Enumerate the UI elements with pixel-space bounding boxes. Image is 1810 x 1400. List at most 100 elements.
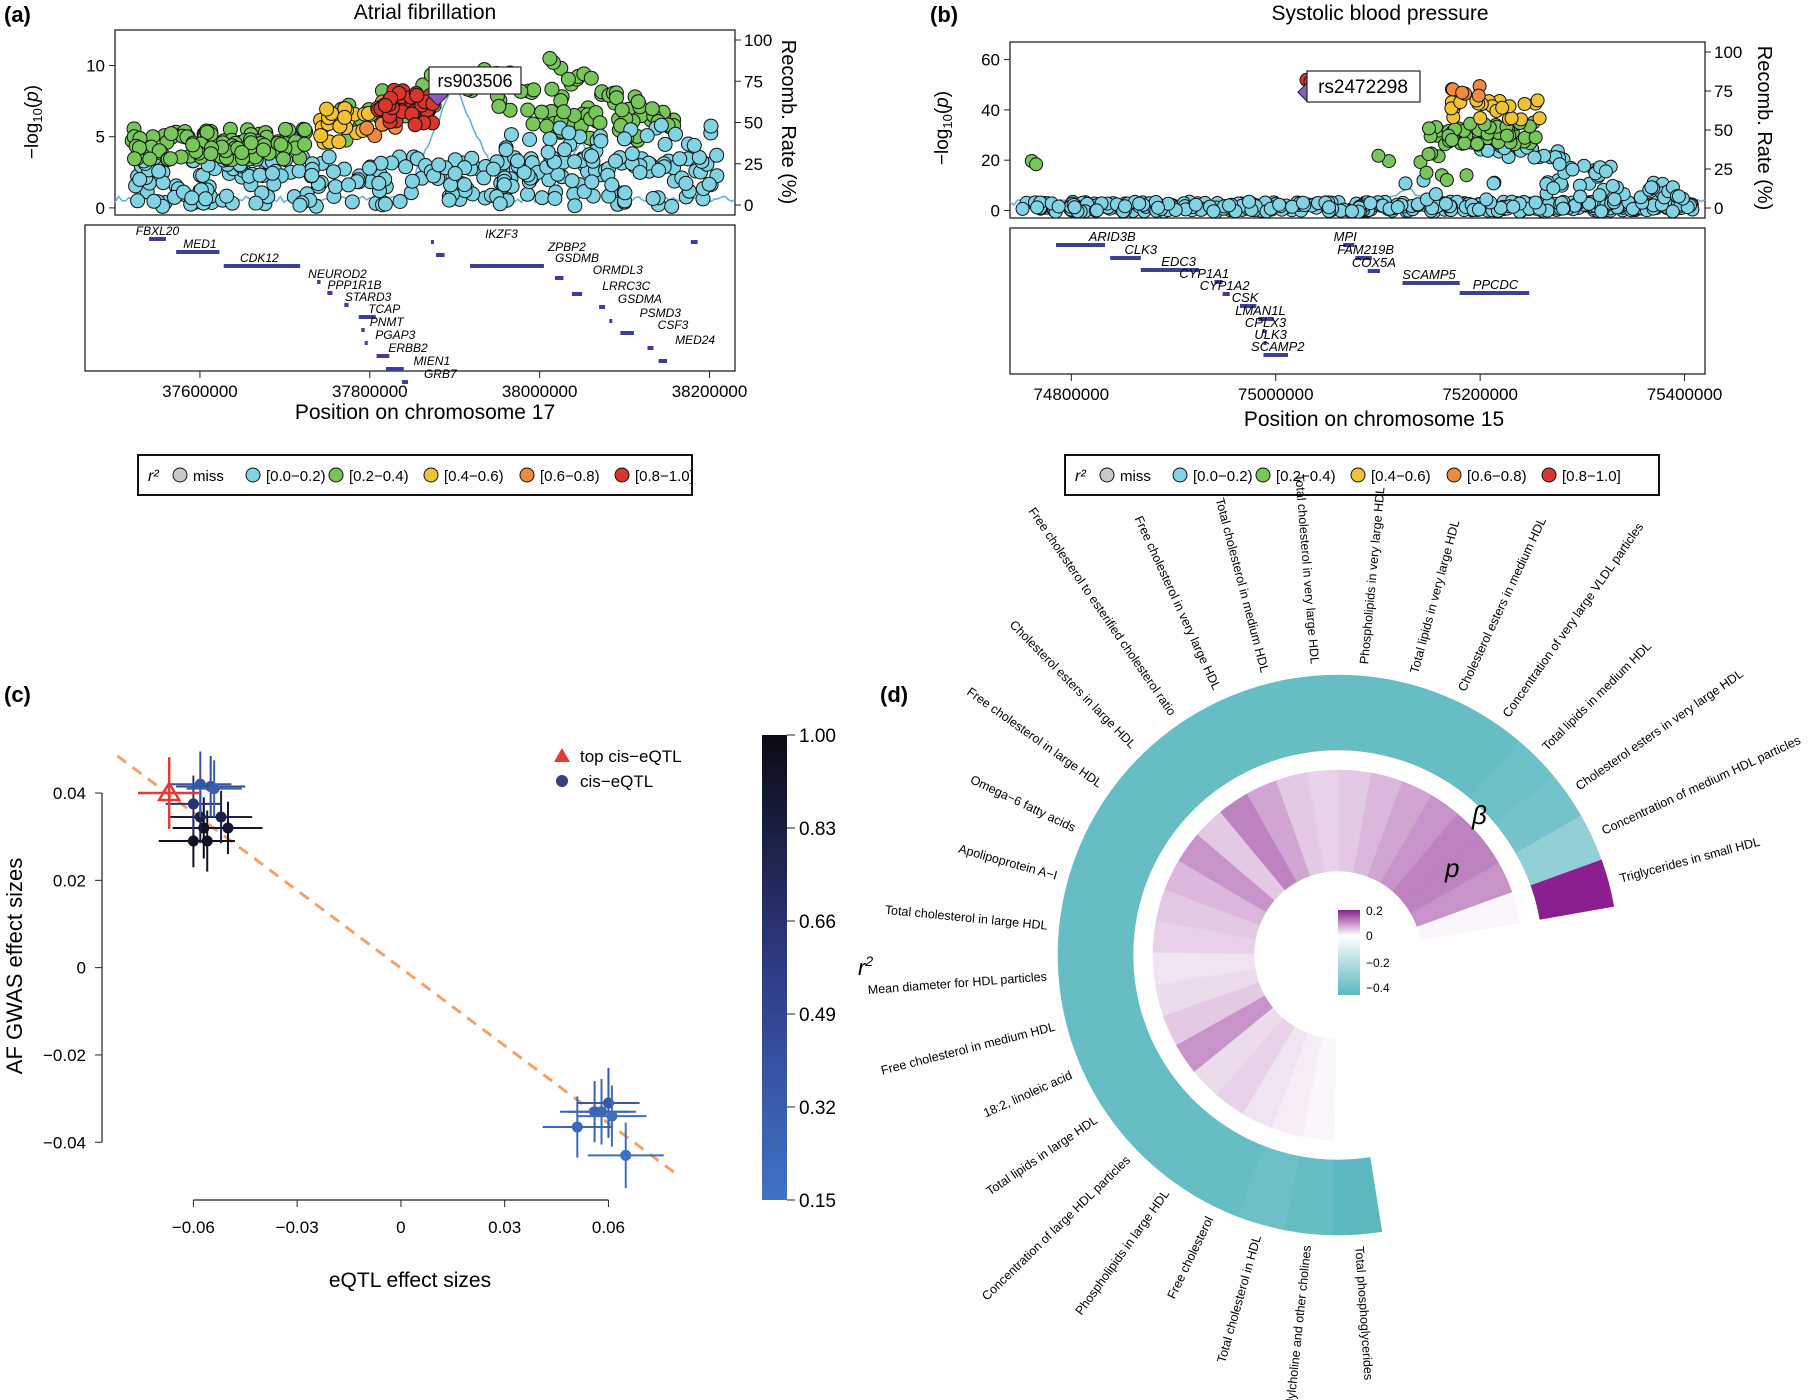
y-tick-label: −0.04 [43,1133,86,1152]
panel-b-label: (b) [930,2,958,27]
gene-bar [599,305,606,309]
panel-d: (d) Triglycerides in small HDLConcentrat… [867,474,1803,1400]
snp-point [542,51,558,66]
snp-point [657,136,673,152]
snp-point [617,131,632,147]
snp-point [1552,157,1567,172]
legend-item-label: [0.6−0.8) [540,468,600,485]
p-cell [1176,995,1274,1073]
trait-label: Total lipids in large HDL [984,1113,1100,1198]
panel-a-y2-label: Recomb. Rate (%) [777,40,799,205]
trait-label: Total cholesterol in HDL [1214,1234,1264,1365]
snp-point [564,173,580,189]
snp-point [344,194,360,210]
y-tick-label: 5 [96,128,105,147]
snp-point [273,137,289,153]
trait-label: Total cholesterol in very large HDL [1292,474,1322,665]
snp-point [592,115,608,131]
snp-point [304,167,320,183]
snp-point [1472,202,1486,217]
snp-point [313,128,329,144]
snp-point [1438,196,1453,211]
snp-point [1296,195,1310,210]
panel-c-label: (c) [4,682,31,707]
p-cell [1216,1018,1296,1115]
colorbar-tick-label: 0.49 [799,1005,836,1026]
snp-point [1188,197,1203,212]
snp-point [234,145,250,160]
panel-d-rings [1057,674,1615,1236]
panel-c-colorbar-ticks: 1.00 0.83 0.66 0.49 0.32 0.15 [787,726,836,1212]
snp-point [243,135,259,151]
gene-bar [430,240,434,244]
snp-point [1422,121,1436,136]
snp-point [651,162,667,178]
snp-point [1272,197,1287,212]
snp-point [584,148,600,164]
gene-bar [1055,243,1106,247]
p-cell [1379,794,1458,892]
panel-d-trait-labels: Triglycerides in small HDLConcentration … [867,474,1803,1400]
snp-point [1527,150,1542,165]
snp-point [526,82,542,98]
gene-bar [148,237,166,241]
gene-bar [1222,292,1230,296]
snp-point [163,126,179,142]
gene-label: SCAMP2 [1251,339,1305,354]
beta-cell [1530,859,1615,920]
snp-point [1398,176,1413,191]
p-cell [1306,769,1340,873]
snp-point [644,101,660,117]
snp-point [447,166,463,181]
gene-bar [223,264,301,268]
gene-bar [1263,341,1267,345]
legend-swatch [328,467,344,483]
legend-swatch [1099,467,1115,483]
legend-item-label: [0.2−0.4) [349,468,409,485]
snp-point [476,170,492,186]
panel-a-title: Atrial fibrillation [354,1,496,24]
snp-point [1363,196,1378,211]
panel-d-p-label: p [1444,853,1459,883]
beta-cell [1061,987,1145,1048]
regression-line [116,754,679,1177]
gene-label: CYP1A1 [1179,266,1229,281]
snp-point [1473,111,1488,125]
x-tick-label: 75400000 [1647,385,1723,404]
legend-item-label: [0.2−0.4) [1276,468,1336,485]
snp-point [653,117,669,133]
gene-bar [436,253,445,257]
snp-point [510,153,526,169]
panel-c-legend-cis-label: cis−eQTL [580,772,653,791]
gene-bar [620,331,634,335]
snp-point [686,137,702,153]
snp-point [639,128,655,144]
gene-label: ORMDL3 [593,263,643,277]
snp-point [1459,168,1474,183]
snp-point [672,151,688,167]
trait-label: Phospholipids in very large HDL [1357,486,1387,664]
snp-point [1671,189,1686,204]
snp-point [609,90,624,106]
snp-point [540,144,556,160]
snp-point [624,146,640,162]
panel-b-x-label: Position on chromosome 15 [1244,408,1504,431]
y-tick-label: 10 [86,57,105,76]
snp-point [1594,204,1609,219]
snp-point [525,116,541,132]
gene-label: LRRC3C [602,279,650,293]
legend-item-label: [0.4−0.6) [1371,468,1431,485]
snp-point [398,159,414,175]
snp-point [1607,192,1622,207]
panel-a-lead-label: rs903506 [437,71,512,91]
trait-label: Free cholesterol [1165,1214,1217,1301]
panel-b: (b) Systolic blood pressure 0 20 40 60 0 25 5… [930,2,1775,431]
gene-bar [358,315,376,319]
snp-point [407,117,423,133]
legend-swatch [245,467,261,483]
snp-point [593,133,609,149]
panel-a-y-axis: 0 5 10 [86,57,115,218]
p-cell [1178,834,1275,913]
x-tick-label: 0.06 [592,1218,625,1237]
